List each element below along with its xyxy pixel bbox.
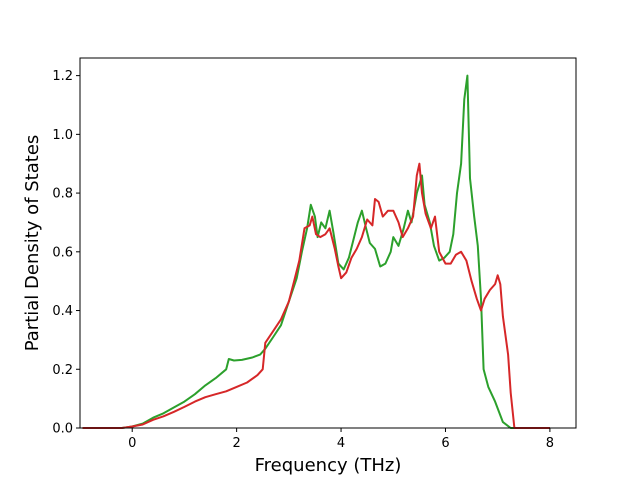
x-axis-label: Frequency (THz) <box>255 455 402 476</box>
y-tick-label: 0.2 <box>52 363 73 378</box>
x-tick-label: 4 <box>337 436 345 451</box>
y-tick-label: 0.4 <box>52 304 73 319</box>
y-tick-label: 0.8 <box>52 187 73 202</box>
plot-frame <box>79 57 577 429</box>
y-axis-ticks: 0.0 0.2 0.4 0.6 0.8 1.0 1.2 <box>52 69 80 437</box>
x-tick-label: 6 <box>441 436 449 451</box>
x-tick-label: 8 <box>546 436 554 451</box>
x-tick-label: 2 <box>232 436 240 451</box>
series-line-2 <box>82 162 550 429</box>
y-tick-label: 1.0 <box>52 128 73 143</box>
y-tick-label: 0.0 <box>52 422 73 437</box>
x-tick-label: 0 <box>128 436 136 451</box>
y-axis-label: Partial Density of States <box>22 135 43 352</box>
y-tick-label: 1.2 <box>52 69 73 84</box>
series-line-1 <box>82 74 550 429</box>
x-axis-ticks: 0 2 4 6 8 <box>128 428 554 451</box>
y-tick-label: 0.6 <box>52 245 73 260</box>
series-layer <box>82 74 550 429</box>
